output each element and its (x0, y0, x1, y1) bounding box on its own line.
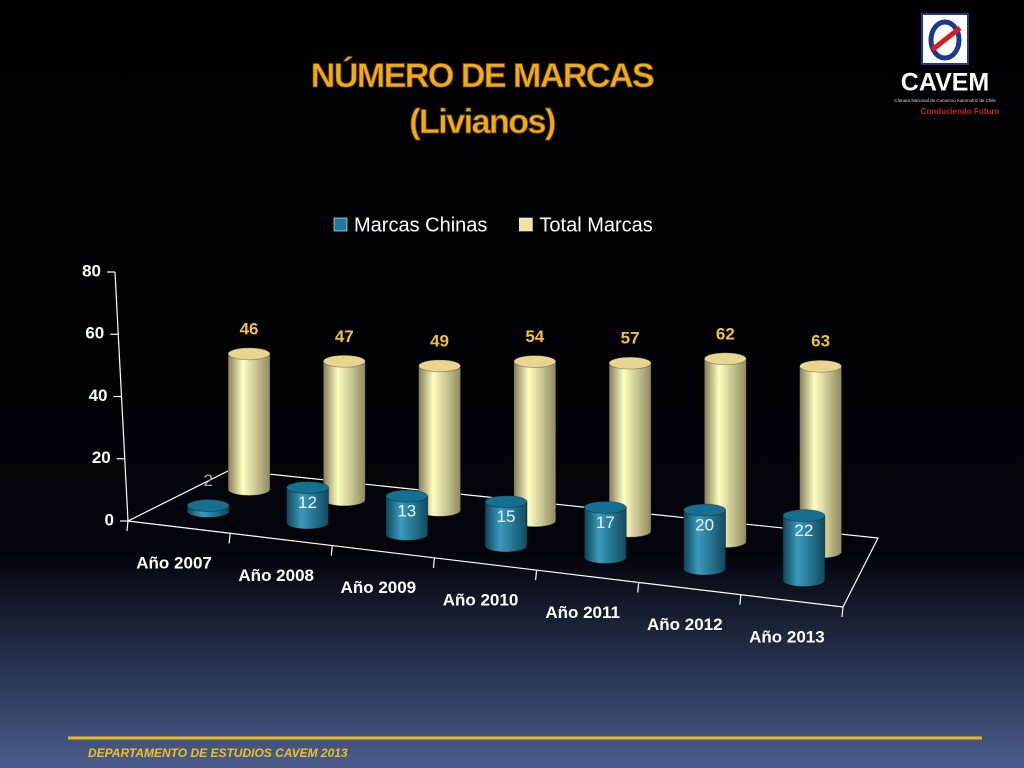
value-label: 15 (497, 507, 516, 526)
value-label: 49 (430, 331, 449, 350)
x-tick-label: Año 2012 (647, 615, 723, 634)
floor (125, 469, 879, 608)
legend-label: Marcas Chinas (354, 214, 487, 236)
bar-top (608, 356, 652, 370)
bar-top (799, 359, 842, 373)
x-tick-label: Año 2008 (238, 566, 314, 585)
x-tick (126, 520, 129, 532)
bar-top (583, 500, 627, 514)
y-tick-label: 0 (105, 510, 114, 529)
bar-body (227, 353, 271, 496)
logo: CAVEM Cámara Nacional de Comercio Automo… (894, 13, 1000, 116)
bar-body (484, 501, 528, 553)
logo-tagline: Cámara Nacional de Comercio Automotriz d… (894, 98, 996, 103)
bar (608, 356, 652, 538)
legend-swatch (519, 217, 533, 232)
value-label: 57 (621, 329, 640, 348)
bar (484, 495, 528, 553)
bar (322, 354, 366, 507)
bar-top (186, 499, 230, 512)
bar-top (484, 495, 528, 509)
value-label: 54 (525, 327, 544, 346)
bar (186, 499, 230, 518)
x-tick-label: Año 2011 (545, 603, 620, 622)
logo-name: CAVEM (901, 69, 989, 97)
value-label: 22 (794, 521, 813, 540)
x-tick (841, 606, 844, 618)
bar-top (322, 354, 366, 368)
x-tick (228, 533, 231, 544)
value-label: 2 (204, 471, 213, 490)
x-tick (637, 582, 640, 593)
chart-title: NÚMERO DE MARCAS (311, 57, 654, 95)
legend-swatch (333, 217, 348, 232)
bar-body (782, 515, 826, 587)
x-tick-label: Año 2009 (341, 578, 417, 597)
x-tick-label: Año 2007 (136, 554, 212, 573)
logo-motto: Conduciendo Futuro (921, 107, 1000, 116)
bar-top (683, 503, 726, 517)
logo-stripe (930, 26, 962, 52)
bar (227, 347, 271, 496)
bar (418, 359, 461, 517)
value-label: 46 (240, 319, 259, 338)
x-tick-label: Año 2013 (749, 627, 825, 646)
logo-mark (928, 19, 962, 61)
bar (385, 489, 429, 541)
footer: DEPARTAMENTO DE ESTUDIOS CAVEM 2013 (88, 746, 348, 760)
bar-top (385, 489, 429, 503)
x-tick (739, 594, 742, 605)
bar-top (418, 359, 461, 373)
bar (513, 355, 557, 528)
bar-body (322, 360, 366, 507)
value-label: 17 (596, 513, 615, 532)
value-label: 62 (716, 324, 735, 343)
bar (286, 481, 329, 530)
value-label: 47 (335, 327, 354, 346)
value-label: 13 (397, 502, 416, 521)
x-tick (432, 557, 436, 568)
value-label: 63 (811, 332, 830, 351)
value-label: 20 (695, 516, 714, 535)
y-tick-label: 60 (85, 324, 104, 343)
bar-body (583, 506, 627, 564)
bar-top (782, 509, 826, 523)
x-tick (534, 570, 538, 581)
x-tick (330, 545, 333, 556)
bar-body (683, 509, 726, 576)
bar (683, 503, 726, 576)
bar (583, 500, 627, 564)
bar-top (703, 352, 747, 366)
y-tick-label: 80 (82, 261, 101, 280)
y-tick-label: 20 (92, 448, 111, 467)
chart-subtitle: (Livianos) (409, 103, 555, 141)
y-tick-label: 40 (89, 386, 108, 405)
bar-top (513, 355, 557, 368)
bar-top (286, 481, 329, 494)
x-tick-label: Año 2010 (443, 590, 519, 609)
bar-body (385, 495, 429, 541)
legend-label: Total Marcas (539, 214, 652, 236)
bar (782, 509, 826, 587)
bar-top (227, 347, 271, 361)
value-label: 12 (298, 493, 317, 512)
bar-body (286, 487, 329, 530)
